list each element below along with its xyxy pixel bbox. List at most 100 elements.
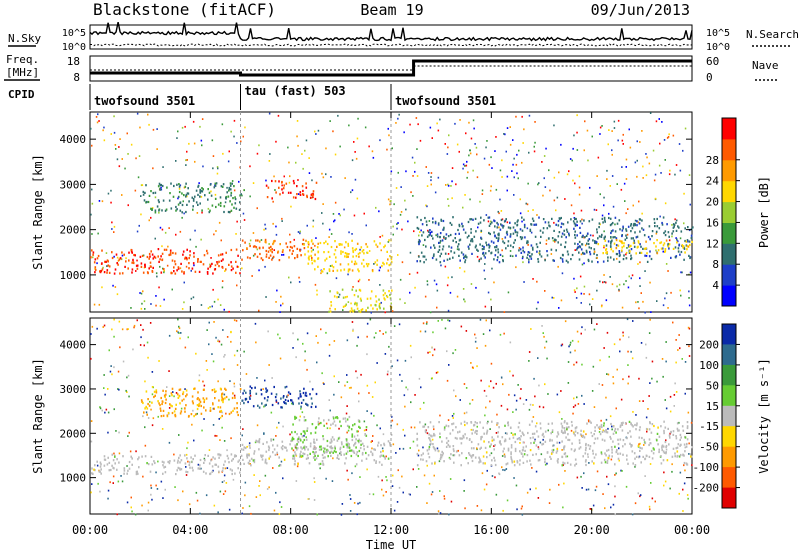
power-band-point: [480, 216, 482, 219]
power-scatter-point: [138, 155, 141, 157]
vel-band-point: [629, 430, 631, 433]
power-band-point: [94, 266, 97, 269]
power-scatter-point: [154, 196, 157, 199]
vel-scatter-point: [437, 371, 439, 374]
vel-scatter-point: [688, 355, 691, 357]
power-scatter-point: [199, 125, 201, 128]
power-band-point: [532, 219, 535, 222]
power-band-point: [574, 236, 577, 239]
vel-band-point: [561, 464, 564, 467]
power-scatter-point: [642, 177, 644, 179]
vel-band-point: [293, 457, 296, 460]
vel-band-point: [169, 403, 171, 406]
power-scatter-point: [679, 237, 682, 240]
power-band-point: [159, 188, 161, 191]
vel-band-point: [199, 467, 201, 470]
vel-scatter-point: [644, 475, 646, 477]
vel-band-point: [176, 469, 178, 472]
power-band-point: [169, 192, 171, 195]
vel-scatter-point: [431, 438, 434, 441]
power-band-point: [589, 250, 591, 254]
vel-band-point: [179, 468, 181, 471]
vel-scatter-point: [398, 486, 401, 489]
power-scatter-point: [538, 182, 540, 184]
vel-band-point: [318, 463, 320, 466]
power-scatter-point: [139, 292, 141, 294]
vel-band-point: [611, 448, 613, 451]
power-scatter-point: [537, 301, 539, 304]
vel-scatter-point: [464, 507, 466, 510]
vel-band-point: [185, 404, 187, 407]
power-band-point: [222, 258, 224, 261]
vel-scatter-point: [416, 486, 418, 488]
power-band-point: [194, 270, 197, 273]
vel-scatter-point: [616, 368, 618, 371]
power-band-point: [667, 245, 670, 248]
vel-scatter-point: [113, 366, 115, 369]
power-band-point: [459, 238, 462, 241]
power-band-point: [684, 239, 686, 243]
power-band-point: [494, 234, 496, 237]
power-band-point: [656, 217, 658, 221]
vel-band-point: [252, 459, 255, 462]
power-band-point: [230, 194, 232, 197]
vel-band-point: [123, 469, 126, 472]
power-band-point: [425, 245, 427, 248]
power-scatter-point: [379, 139, 381, 142]
vel-scatter-point: [356, 376, 359, 379]
vel-scatter-point: [564, 470, 566, 472]
vel-band-point: [469, 438, 471, 441]
power-band-point: [150, 207, 152, 210]
vel-band-point: [151, 401, 153, 404]
vel-band-point: [522, 441, 525, 444]
vel-scatter-point: [544, 463, 547, 466]
vel-band-point: [566, 461, 569, 464]
power-band-point: [555, 223, 557, 226]
vel-scatter-point: [638, 377, 640, 380]
vel-scatter-point: [598, 431, 601, 433]
power-scatter-point: [375, 206, 377, 209]
vel-band-point: [294, 415, 296, 418]
power-scatter-point: [550, 253, 553, 255]
vel-band-point: [282, 445, 284, 448]
power-band-point: [188, 200, 190, 203]
vel-scatter-point: [355, 370, 357, 373]
power-band-point: [630, 237, 633, 240]
vel-band-point: [359, 426, 361, 429]
vel-band-point: [420, 458, 422, 461]
power-scatter-point: [224, 270, 226, 272]
power-scatter-point: [599, 193, 601, 196]
vel-band-point: [593, 456, 596, 459]
power-band-point: [144, 265, 146, 268]
vel-band-point: [380, 450, 382, 454]
power-band-point: [181, 203, 184, 207]
power-band-point: [596, 254, 598, 257]
power-scatter-point: [325, 147, 327, 150]
power-band-point: [662, 216, 665, 219]
power-band-point: [183, 272, 185, 275]
power-band-point: [579, 226, 581, 229]
power-band-point: [314, 253, 316, 256]
vel-band-point: [649, 442, 652, 445]
vel-scatter-point: [489, 428, 491, 430]
vel-band-point: [556, 441, 558, 444]
vel-scatter-point: [567, 382, 570, 384]
power-band-point: [230, 248, 233, 252]
power-scatter-point: [506, 175, 509, 178]
vel-band-point: [551, 429, 554, 432]
power-band-point: [117, 263, 119, 266]
power-scatter-point: [118, 146, 120, 148]
vel-band-point: [504, 438, 507, 441]
power-band-point: [153, 255, 156, 258]
vel-scatter-point: [307, 498, 310, 500]
power-band-point: [317, 265, 319, 268]
power-band-point: [610, 242, 612, 245]
vel-band-point: [222, 467, 224, 470]
power-scatter-point: [212, 155, 215, 157]
vel-band-point: [490, 443, 492, 446]
vel-scatter-point: [512, 374, 514, 377]
power-band-point: [497, 233, 499, 236]
vel-band-point: [229, 468, 232, 471]
vel-scatter-point: [535, 470, 538, 473]
power-scatter-point: [272, 200, 274, 203]
